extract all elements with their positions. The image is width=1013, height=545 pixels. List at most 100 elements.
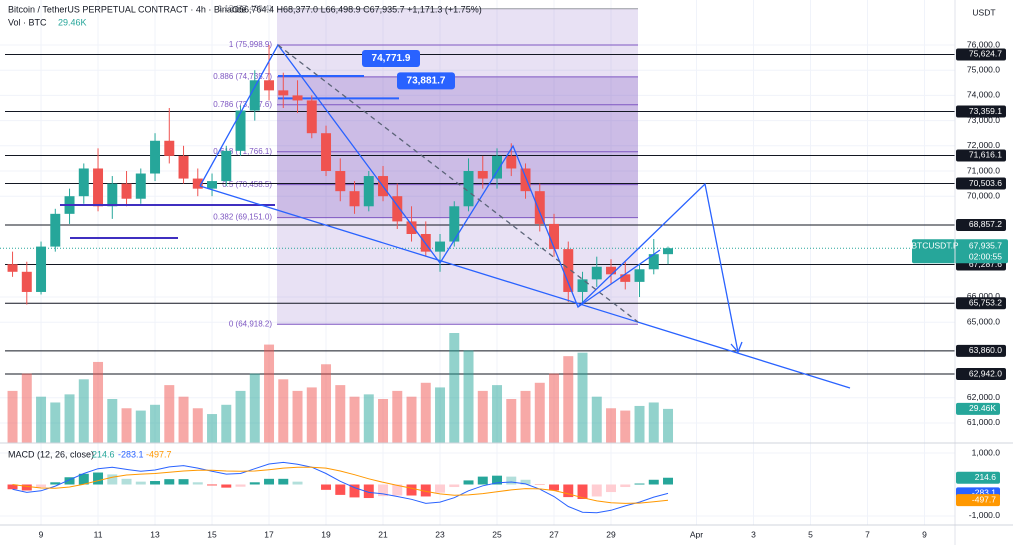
macd-hist-bar bbox=[606, 484, 617, 493]
x-tick-label: 23 bbox=[435, 529, 445, 539]
volume-bar bbox=[606, 408, 617, 443]
candle-body bbox=[406, 221, 417, 234]
x-tick-label: 7 bbox=[865, 529, 870, 539]
volume-bar bbox=[563, 356, 574, 443]
level-label: 67,287.6 bbox=[969, 259, 1002, 269]
candle-body bbox=[164, 140, 175, 156]
x-tick-label: 5 bbox=[808, 529, 813, 539]
macd-hist-bar bbox=[321, 484, 332, 490]
x-tick-label: 13 bbox=[150, 529, 160, 539]
y-tick-label: 71,000.0 bbox=[967, 165, 1000, 175]
candle-body bbox=[634, 269, 645, 282]
volume-bar bbox=[278, 379, 289, 443]
macd-hist-bar bbox=[64, 477, 75, 485]
macd-hist-bar bbox=[634, 483, 645, 485]
volume-bar bbox=[107, 399, 118, 443]
macd-hist-bar bbox=[620, 484, 631, 488]
currency[interactable]: USDT bbox=[972, 7, 995, 17]
level-label: 70,503.6 bbox=[969, 178, 1002, 188]
candle-body bbox=[363, 176, 374, 207]
candle-body bbox=[620, 274, 631, 282]
candle-body bbox=[435, 241, 446, 252]
y-tick-label: 73,000.0 bbox=[967, 115, 1000, 125]
candle-body bbox=[520, 168, 531, 192]
candle-body bbox=[107, 183, 118, 207]
volume-bar bbox=[64, 394, 75, 443]
volume-bar bbox=[577, 352, 588, 443]
y-tick-label: 65,000.0 bbox=[967, 316, 1000, 326]
level-label: 68,857.2 bbox=[969, 219, 1002, 229]
x-tick-label: 27 bbox=[549, 529, 559, 539]
macd-hist-bar bbox=[392, 484, 403, 496]
volume-tag-label: 29.46K bbox=[969, 403, 996, 413]
y-tick-label: 66,000.0 bbox=[967, 291, 1000, 301]
candle-body bbox=[249, 80, 260, 111]
candle-body bbox=[321, 133, 332, 172]
volume-bar bbox=[534, 382, 545, 443]
volume-bar bbox=[506, 399, 517, 443]
volume-bar bbox=[192, 408, 203, 443]
callout-box bbox=[362, 49, 420, 67]
y-tick-label: 61,000.0 bbox=[967, 417, 1000, 427]
candle-body bbox=[606, 266, 617, 275]
candle-body bbox=[207, 181, 218, 189]
candle-body bbox=[349, 191, 360, 207]
volume-bar bbox=[392, 390, 403, 443]
x-tick-label: 11 bbox=[94, 529, 103, 539]
candle-body bbox=[477, 171, 488, 179]
last-price-label: 67,935.7 bbox=[969, 240, 1002, 250]
callout-label: 73,881.7 bbox=[407, 76, 446, 87]
macd-hist-bar bbox=[363, 484, 374, 499]
macd-hist-bar bbox=[420, 484, 431, 497]
fib-band bbox=[277, 151, 638, 185]
level-tag bbox=[956, 48, 1006, 61]
candle-body bbox=[150, 140, 161, 174]
candle-body bbox=[121, 183, 132, 199]
level-tag bbox=[956, 368, 1006, 381]
macd-hist-bar bbox=[449, 484, 460, 488]
y-tick-label: 76,000.0 bbox=[967, 39, 1000, 49]
macd-hist-bar bbox=[463, 480, 474, 485]
fib-label: 0.886 (74,735.7) bbox=[213, 72, 272, 81]
level-label: 75,624.7 bbox=[969, 49, 1002, 59]
ohlc-text: O66,764.4 H68,377.0 L66,498.9 C67,935.7 … bbox=[232, 4, 482, 14]
macd-tag-label: 214.6 bbox=[975, 472, 997, 482]
volume-title: Vol · BTC bbox=[8, 17, 47, 27]
volume-bar bbox=[634, 405, 645, 443]
fib-label: 0.382 (69,151.0) bbox=[213, 213, 272, 222]
fib-label: 0.5 (70,458.5) bbox=[222, 180, 272, 189]
volume-bar bbox=[292, 390, 303, 443]
y-tick-label: 72,000.0 bbox=[967, 140, 1000, 150]
macd-hist-bar bbox=[121, 478, 132, 485]
volume-bar bbox=[321, 364, 332, 443]
macd-title: MACD (12, 26, close) bbox=[8, 449, 94, 459]
volume-bar bbox=[463, 350, 474, 443]
level-label: 71,616.1 bbox=[969, 150, 1002, 160]
macd-hist-bar bbox=[207, 484, 218, 486]
macd-tag bbox=[956, 471, 1000, 484]
x-tick-label: 17 bbox=[264, 529, 274, 539]
x-tick-label: 9 bbox=[39, 529, 44, 539]
arrow-head bbox=[730, 341, 743, 354]
pattern-drawings bbox=[60, 43, 851, 389]
candle-body bbox=[36, 246, 47, 292]
volume-bar bbox=[435, 387, 446, 443]
volume-bar bbox=[520, 390, 531, 443]
macd-hist-bar bbox=[235, 484, 246, 487]
volume-bar bbox=[78, 379, 89, 443]
y-tick-label: -1,000.0 bbox=[969, 510, 1000, 520]
candle-body bbox=[292, 95, 303, 101]
volume-bar bbox=[221, 404, 232, 443]
candle-body bbox=[7, 264, 18, 272]
macd-hist-bar bbox=[663, 477, 674, 485]
macd-hist-bar bbox=[292, 481, 303, 485]
x-tick-label: 29 bbox=[606, 529, 616, 539]
fib-label: 0 (64,918.2) bbox=[229, 319, 272, 328]
macd-hist-bar bbox=[591, 484, 602, 497]
macd-hist-bar bbox=[107, 474, 118, 485]
volume-bar bbox=[150, 404, 161, 443]
candle-body bbox=[449, 206, 460, 242]
volume-bar bbox=[663, 408, 674, 443]
x-tick-label: 25 bbox=[492, 529, 502, 539]
macd-line bbox=[12, 461, 669, 514]
